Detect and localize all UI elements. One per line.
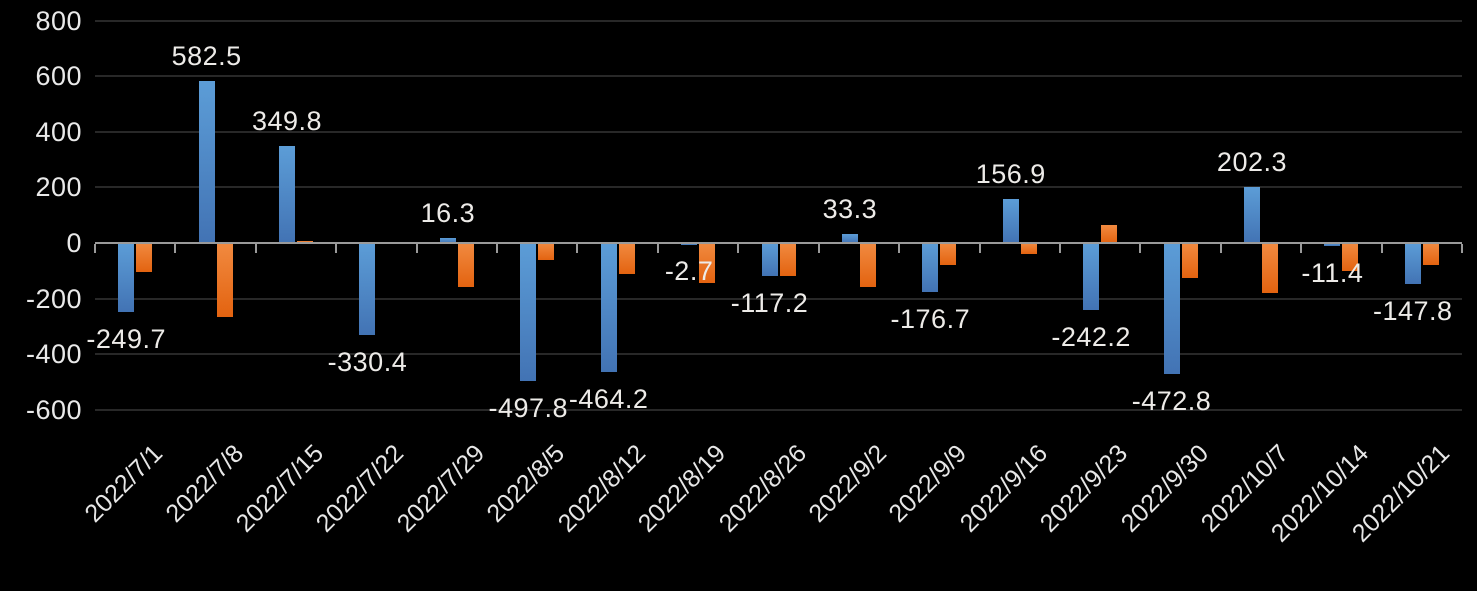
axis-tick-mark [1139, 244, 1142, 253]
bar-blue[interactable] [1243, 186, 1260, 243]
gridline [95, 186, 1462, 189]
data-label: -242.2 [1051, 322, 1131, 353]
data-label: -117.2 [730, 287, 809, 318]
data-label: 156.9 [975, 159, 1046, 190]
bar-orange[interactable] [1342, 243, 1359, 271]
axis-tick-mark [496, 244, 499, 253]
bar-orange[interactable] [1020, 243, 1037, 255]
bar-blue[interactable] [118, 243, 135, 313]
data-label: 202.3 [1216, 146, 1287, 177]
data-label: 582.5 [171, 41, 242, 72]
bar-orange[interactable] [940, 243, 957, 266]
axis-tick-mark [1300, 244, 1303, 253]
axis-tick-mark [94, 244, 96, 253]
data-label: -2.7 [664, 255, 714, 286]
bar-orange[interactable] [1101, 224, 1118, 243]
data-label: -249.7 [86, 324, 166, 355]
gridline [95, 408, 1462, 411]
bar-blue[interactable] [1404, 243, 1421, 285]
data-label: -176.7 [890, 304, 971, 335]
axis-tick-mark [576, 244, 579, 253]
gridline [95, 19, 1462, 22]
bar-blue[interactable] [761, 243, 778, 276]
bar-orange[interactable] [538, 243, 555, 260]
axis-tick-mark [415, 244, 418, 253]
gridline [95, 130, 1462, 133]
bar-orange[interactable] [1261, 243, 1278, 294]
bar-orange[interactable] [859, 243, 876, 288]
bar-orange[interactable] [618, 243, 635, 274]
x-axis-label: 2022/7/1 [79, 439, 169, 528]
y-axis-label: 800 [35, 5, 82, 36]
y-axis-label: -400 [25, 339, 82, 370]
data-label: -11.4 [1301, 258, 1364, 289]
axis-tick-mark [656, 244, 659, 253]
bar-blue[interactable] [841, 233, 858, 243]
gridline [95, 353, 1462, 356]
axis-tick-mark [1219, 244, 1222, 253]
axis-tick-mark [817, 244, 820, 253]
bar-orange[interactable] [457, 243, 474, 288]
bar-blue[interactable] [439, 238, 456, 243]
bar-blue[interactable] [1163, 243, 1180, 375]
axis-tick-mark [737, 244, 740, 253]
bar-orange[interactable] [699, 243, 716, 284]
bar-blue[interactable] [279, 145, 296, 243]
bar-orange[interactable] [136, 243, 153, 272]
bar-blue[interactable] [1324, 243, 1341, 247]
y-axis-label: 400 [35, 116, 82, 147]
bar-orange[interactable] [1181, 243, 1198, 278]
bar-blue[interactable] [922, 243, 939, 293]
bar-orange[interactable] [216, 243, 233, 317]
y-axis-label: -200 [25, 283, 82, 314]
x-axis-line [95, 242, 1462, 244]
data-label: -147.8 [1373, 296, 1453, 327]
y-axis-label: 600 [35, 61, 82, 92]
bar-blue[interactable] [198, 81, 215, 243]
data-label: 349.8 [251, 105, 323, 136]
axis-tick-mark [1380, 244, 1383, 253]
data-label: -472.8 [1131, 386, 1212, 417]
axis-tick-mark [978, 244, 981, 253]
axis-tick-mark [1058, 244, 1061, 253]
bar-blue[interactable] [520, 243, 537, 382]
axis-tick-mark [174, 244, 177, 253]
bar-blue[interactable] [359, 243, 376, 335]
data-label: -330.4 [327, 346, 408, 377]
data-label: -464.2 [568, 384, 649, 414]
y-axis-label: 0 [66, 228, 82, 258]
gridline [95, 297, 1462, 300]
axis-tick-mark [898, 244, 901, 253]
data-label: -497.8 [488, 393, 569, 424]
bar-blue[interactable] [1083, 243, 1100, 311]
axis-tick-mark [335, 244, 338, 253]
bar-orange[interactable] [779, 243, 796, 277]
y-axis-label: 200 [35, 172, 82, 203]
y-axis-label: -600 [25, 394, 82, 425]
bar-orange[interactable] [1422, 243, 1439, 266]
axis-tick-mark [254, 244, 257, 253]
data-label: 33.3 [822, 193, 878, 224]
bar-blue[interactable] [600, 243, 617, 372]
bar-blue[interactable] [1002, 199, 1019, 243]
data-label: 16.3 [420, 198, 476, 229]
gridline [95, 75, 1462, 78]
axis-tick-mark [1461, 244, 1463, 253]
